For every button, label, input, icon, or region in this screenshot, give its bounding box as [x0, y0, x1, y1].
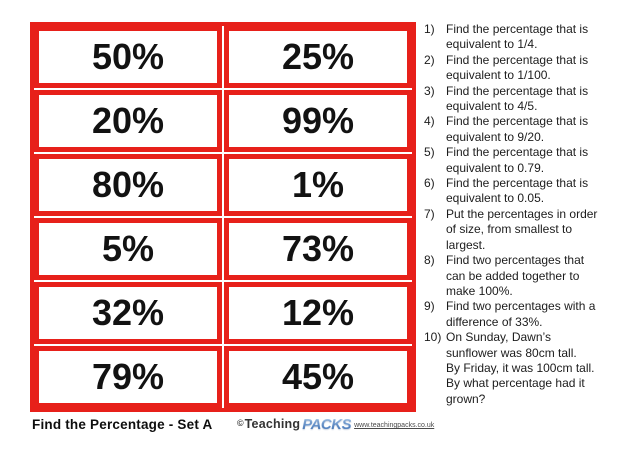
publisher-logo: © Teaching Packs www.teachingpacks.co.uk: [237, 415, 435, 433]
percentage-value: 25%: [281, 36, 355, 77]
logo-teaching-text: Teaching: [244, 417, 301, 431]
percentage-card: 12%: [224, 282, 412, 344]
question-number: 4): [424, 114, 435, 129]
percentage-value: 50%: [91, 36, 165, 77]
percentage-value: 79%: [91, 356, 165, 397]
question-number: 7): [424, 206, 435, 221]
percentage-card-grid: 50% 25% 20% 99% 80% 1% 5% 73% 32% 12% 79…: [30, 22, 416, 412]
percentage-value: 5%: [101, 228, 155, 269]
question-item: 1) Find the percentage that is equivalent…: [424, 22, 634, 53]
question-number: 8): [424, 253, 435, 268]
questions-list: 1) Find the percentage that is equivalent…: [424, 22, 634, 407]
percentage-card: 80%: [34, 154, 222, 216]
question-text: Find two percentages with a difference o…: [446, 299, 596, 329]
question-text: Find the percentage that is equivalent t…: [446, 176, 589, 206]
publisher-website-link[interactable]: www.teachingpacks.co.uk: [354, 422, 435, 429]
question-text: Put the percentages in order of size, fr…: [446, 206, 598, 252]
question-text: Find two percentages that can be added t…: [446, 253, 585, 298]
percentage-value: 12%: [281, 292, 355, 333]
question-item: 2) Find the percentage that is equivalent…: [424, 53, 634, 84]
question-item: 7) Put the percentages in order of size, …: [424, 207, 634, 253]
percentage-card: 50%: [34, 26, 222, 88]
question-text: Find the percentage that is equivalent t…: [446, 83, 589, 114]
percentage-value: 20%: [91, 100, 165, 141]
question-item: 4) Find the percentage that is equivalent…: [424, 114, 634, 145]
percentage-value: 80%: [91, 164, 165, 205]
percentage-value: 99%: [281, 100, 355, 141]
percentage-card: 45%: [224, 346, 412, 408]
question-item: 8) Find two percentages that can be added…: [424, 253, 634, 299]
percentage-card: 20%: [34, 90, 222, 152]
question-item: 6) Find the percentage that is equivalent…: [424, 176, 634, 207]
percentage-value: 73%: [281, 228, 355, 269]
question-text: Find the percentage that is equivalent t…: [446, 145, 589, 175]
worksheet-title: Find the Percentage - Set A: [32, 417, 213, 432]
question-text: Find the percentage that is equivalent t…: [446, 114, 589, 144]
percentage-card: 79%: [34, 346, 222, 408]
question-text: Find the percentage that is equivalent t…: [446, 22, 589, 52]
question-number: 10): [424, 330, 442, 345]
question-text: On Sunday, Dawn’s sunflower was 80cm tal…: [446, 330, 595, 406]
percentage-value: 45%: [281, 356, 355, 397]
percentage-card: 73%: [224, 218, 412, 280]
percentage-card: 32%: [34, 282, 222, 344]
question-item: 5) Find the percentage that is equivalent…: [424, 145, 634, 176]
copyright-icon: ©: [237, 418, 244, 428]
question-number: 3): [424, 83, 435, 98]
percentage-card: 5%: [34, 218, 222, 280]
percentage-card: 25%: [224, 26, 412, 88]
question-number: 2): [424, 52, 435, 67]
percentage-card: 99%: [224, 90, 412, 152]
question-number: 6): [424, 176, 435, 191]
percentage-value: 1%: [291, 164, 345, 205]
question-item: 9) Find two percentages with a difference…: [424, 299, 634, 330]
percentage-value: 32%: [91, 292, 165, 333]
question-item: 3) Find the percentage that is equivalent…: [424, 84, 634, 115]
question-number: 9): [424, 299, 435, 314]
question-number: 5): [424, 145, 435, 160]
question-text: Find the percentage that is equivalent t…: [446, 52, 589, 83]
logo-packs-text: Packs: [302, 416, 352, 433]
percentage-card: 1%: [224, 154, 412, 216]
question-number: 1): [424, 22, 435, 36]
question-item: 10) On Sunday, Dawn’s sunflower was 80cm …: [424, 330, 634, 407]
